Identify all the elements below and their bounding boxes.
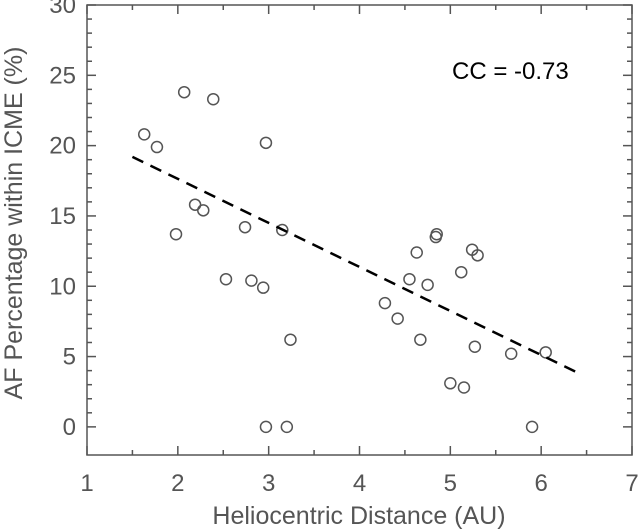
data-point <box>150 140 164 154</box>
data-point <box>403 272 416 286</box>
axis-ticks <box>86 4 633 455</box>
data-point <box>504 347 518 360</box>
data-point <box>276 223 289 237</box>
data-point <box>454 265 468 279</box>
x-tick-label: 7 <box>625 470 638 497</box>
data-point <box>444 377 457 390</box>
x-tick-label: 5 <box>444 470 457 497</box>
y-tick-label: 0 <box>63 414 76 441</box>
x-tick-label: 6 <box>534 470 547 497</box>
data-point <box>468 340 482 353</box>
data-point <box>197 204 210 217</box>
data-point <box>471 249 484 262</box>
data-point <box>207 92 220 106</box>
data-points <box>137 85 552 434</box>
x-axis-title: Heliocentric Distance (AU) <box>212 502 505 530</box>
y-axis-title: AF Percentage within ICME (%) <box>0 47 28 400</box>
data-point <box>238 220 252 234</box>
x-tick-label: 3 <box>262 470 275 497</box>
data-point <box>137 128 151 141</box>
data-point <box>391 312 404 325</box>
data-point <box>280 420 294 434</box>
data-point <box>525 420 539 434</box>
data-point <box>259 420 273 434</box>
data-point <box>177 85 191 99</box>
tick-labels: 1 2 3 4 5 6 7 0 5 10 15 20 25 30 <box>49 0 638 497</box>
data-point <box>259 136 273 150</box>
y-tick-label: 30 <box>49 0 76 19</box>
data-point <box>245 274 258 287</box>
x-tick-label: 4 <box>353 470 366 497</box>
data-point <box>188 198 202 211</box>
data-point <box>410 246 423 259</box>
y-tick-label: 10 <box>49 273 76 300</box>
y-tick-label: 5 <box>63 344 76 371</box>
regression-line <box>131 155 583 376</box>
data-point <box>430 227 443 241</box>
x-tick-label: 1 <box>80 470 93 497</box>
y-tick-label: 20 <box>49 133 76 160</box>
data-point <box>169 227 183 241</box>
x-tick-label: 2 <box>171 470 184 497</box>
correlation-annotation: CC = -0.73 <box>452 58 569 85</box>
data-point <box>539 346 552 359</box>
data-point <box>219 272 233 286</box>
y-tick-label: 25 <box>49 62 76 89</box>
data-point <box>378 296 392 310</box>
data-point <box>457 381 471 394</box>
y-tick-label: 15 <box>49 203 76 230</box>
data-point <box>421 278 434 292</box>
data-point <box>414 333 427 346</box>
data-point <box>284 333 297 346</box>
data-point <box>256 281 270 294</box>
